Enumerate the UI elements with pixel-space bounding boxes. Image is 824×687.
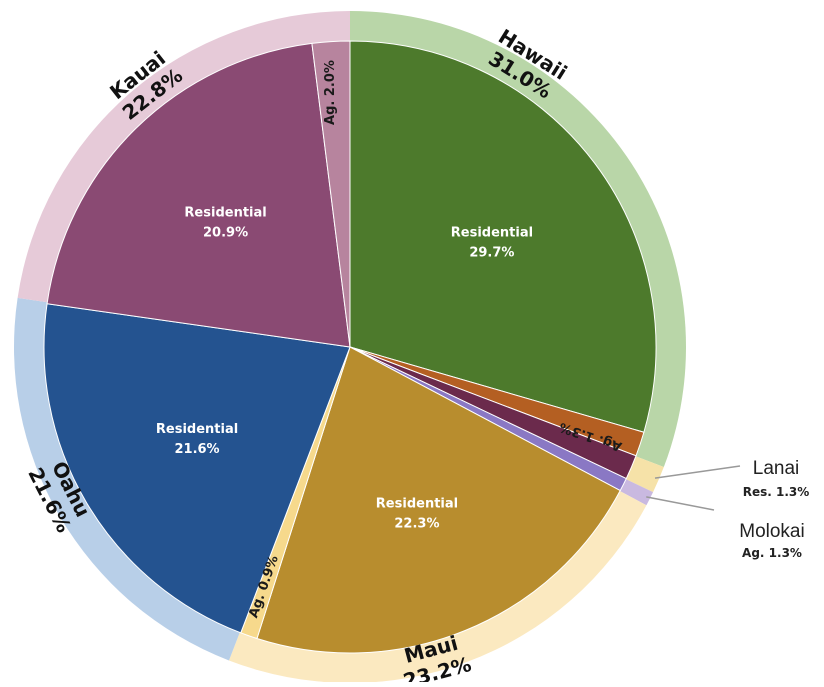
callout-name-lanai: Lanai bbox=[753, 458, 800, 479]
slice-value-maui-residential: 22.3% bbox=[394, 516, 439, 531]
callout-value-lanai: Res. 1.3% bbox=[743, 485, 810, 499]
slice-label-hawaii-residential: Residential bbox=[451, 225, 533, 240]
callout-line-lanai bbox=[654, 465, 741, 479]
slice-label-oahu-residential: Residential bbox=[156, 422, 238, 437]
callout-name-molokai: Molokai bbox=[739, 521, 804, 542]
inner-slice-oahu-residential bbox=[43, 303, 351, 634]
slice-label-kauai-residential: Residential bbox=[184, 205, 266, 220]
callout-value-molokai: Ag. 1.3% bbox=[742, 546, 802, 560]
inner-slice-kauai-residential bbox=[46, 42, 351, 348]
callout-line-molokai bbox=[646, 496, 715, 511]
inner-slice-kauai-ag bbox=[311, 40, 351, 348]
slice-label-maui-residential: Residential bbox=[376, 496, 458, 511]
slice-label-kauai-ag: Ag. 2.0% bbox=[323, 60, 338, 125]
inner-slice-maui-residential bbox=[256, 346, 621, 654]
slice-value-kauai-residential: 20.9% bbox=[203, 225, 248, 240]
slice-value-oahu-residential: 21.6% bbox=[174, 442, 219, 457]
inner-slice-hawaii-residential bbox=[349, 40, 657, 433]
slice-value-hawaii-residential: 29.7% bbox=[469, 245, 514, 260]
